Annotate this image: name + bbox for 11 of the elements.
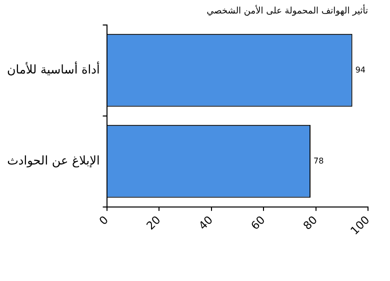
- data-label: 94: [355, 65, 366, 74]
- x-tick-label: 60: [248, 213, 268, 233]
- x-tick-label: 40: [196, 213, 216, 233]
- y-tick-label: أداة أساسية للأمان: [7, 61, 100, 76]
- y-tick-label: الإبلاغ عن الحوادث: [7, 153, 100, 168]
- x-tick-label: 0: [96, 213, 111, 228]
- x-tick-label: 100: [348, 213, 372, 238]
- chart-title: تأثير الهواتف المحمولة على الأمن الشخصي: [206, 4, 368, 17]
- x-tick-label: 20: [144, 213, 164, 233]
- data-label: 78: [314, 156, 324, 166]
- x-tick-label: 80: [300, 213, 320, 233]
